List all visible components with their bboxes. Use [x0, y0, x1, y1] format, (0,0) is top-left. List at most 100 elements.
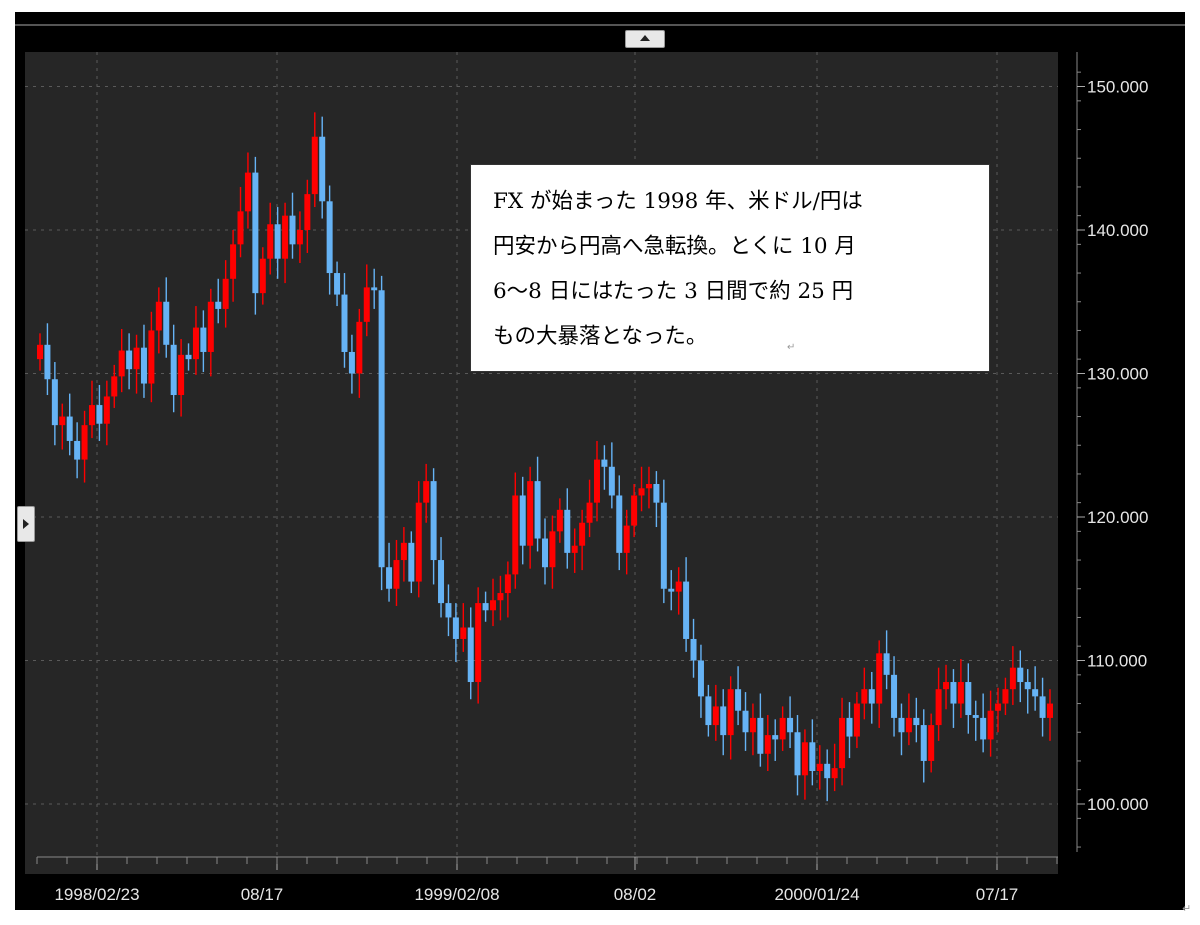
candle-down	[378, 275, 385, 591]
candle-down	[794, 715, 801, 796]
candle-body	[556, 509, 563, 532]
candle-up	[586, 479, 593, 538]
candle-body	[348, 351, 355, 374]
candle-up	[103, 380, 110, 446]
candle-body	[623, 525, 630, 553]
candle-body	[683, 581, 690, 639]
candle-body	[787, 717, 794, 733]
candle-body	[163, 301, 170, 345]
candle-down	[51, 362, 58, 446]
candle-body	[772, 735, 779, 740]
candle-body	[794, 732, 801, 776]
candle-body	[475, 603, 482, 683]
y-tick-label: 100.000	[1087, 795, 1148, 814]
candle-body	[51, 379, 58, 426]
candle-body	[66, 416, 73, 441]
candle-body	[995, 703, 1002, 711]
candle-body	[824, 763, 831, 779]
candle-up	[987, 690, 994, 757]
candle-up	[118, 329, 125, 393]
candle-up	[111, 364, 118, 408]
candle-up	[222, 260, 229, 328]
candle-down	[170, 324, 177, 413]
candle-body	[274, 224, 281, 259]
candle-down	[742, 692, 749, 751]
candle-up	[593, 440, 600, 522]
candle-body	[891, 674, 898, 718]
expand-panel-button[interactable]	[17, 506, 35, 542]
candle-body	[133, 347, 140, 370]
candle-up	[267, 202, 274, 275]
candle-body	[81, 425, 88, 460]
candle-body	[170, 344, 177, 396]
candle-body	[876, 653, 883, 704]
candle-body	[289, 215, 296, 245]
candle-body	[118, 350, 125, 377]
candle-body	[913, 717, 920, 726]
candle-up	[460, 603, 467, 652]
candle-body	[987, 710, 994, 740]
candle-up	[556, 498, 563, 543]
candle-down	[452, 603, 459, 662]
candle-body	[400, 542, 407, 561]
candle-body	[356, 321, 363, 374]
candle-up	[356, 308, 363, 398]
candle-body	[215, 301, 222, 309]
candle-body	[408, 542, 415, 582]
candle-body	[282, 215, 289, 259]
price-axis-background	[1058, 52, 1185, 910]
candle-body	[74, 440, 81, 460]
candle-body	[534, 481, 541, 539]
x-tick-label: 1998/02/23	[54, 885, 139, 904]
candle-down	[616, 475, 623, 571]
candle-down	[341, 273, 348, 368]
candle-down	[868, 671, 875, 724]
candle-down	[534, 456, 541, 552]
candle-body	[512, 495, 519, 575]
candle-body	[571, 545, 578, 553]
candle-up	[1002, 677, 1009, 716]
candle-up	[727, 676, 734, 760]
candle-body	[631, 495, 638, 526]
candle-down	[690, 618, 697, 678]
x-tick-label: 1999/02/08	[414, 885, 499, 904]
candle-body	[207, 301, 214, 352]
candle-down	[950, 669, 957, 728]
candle-up	[504, 561, 511, 618]
candle-up	[779, 706, 786, 751]
candle-up	[1047, 689, 1053, 741]
candle-down	[1017, 650, 1024, 703]
candle-body	[928, 725, 935, 761]
candle-body	[304, 194, 311, 230]
candle-down	[891, 656, 898, 737]
candle-down	[564, 488, 571, 569]
candle-down	[185, 343, 192, 371]
candle-down	[519, 476, 526, 565]
candle-down	[787, 696, 794, 749]
candle-body	[861, 689, 868, 704]
x-tick-label: 2000/01/24	[774, 885, 859, 904]
candle-up	[237, 186, 244, 258]
candle-down	[445, 584, 452, 637]
candle-up	[549, 515, 556, 589]
candle-down	[965, 663, 972, 734]
candle-body	[935, 689, 942, 726]
candle-up	[512, 472, 519, 589]
candle-up	[133, 334, 140, 394]
candle-body	[244, 172, 251, 212]
candle-body	[660, 502, 667, 589]
candle-body	[920, 725, 927, 761]
candle-body	[341, 294, 348, 352]
candle-body	[801, 742, 808, 776]
collapse-panel-button[interactable]	[625, 30, 665, 48]
candle-body	[319, 136, 326, 202]
candle-up	[943, 664, 950, 710]
candle-body	[846, 717, 853, 737]
candle-down	[1024, 669, 1031, 714]
candle-up	[363, 264, 370, 337]
candle-down	[252, 156, 259, 315]
candle-up	[928, 713, 935, 773]
time-axis-background	[25, 874, 1058, 910]
candle-body	[1009, 667, 1016, 690]
candle-down	[438, 537, 445, 618]
